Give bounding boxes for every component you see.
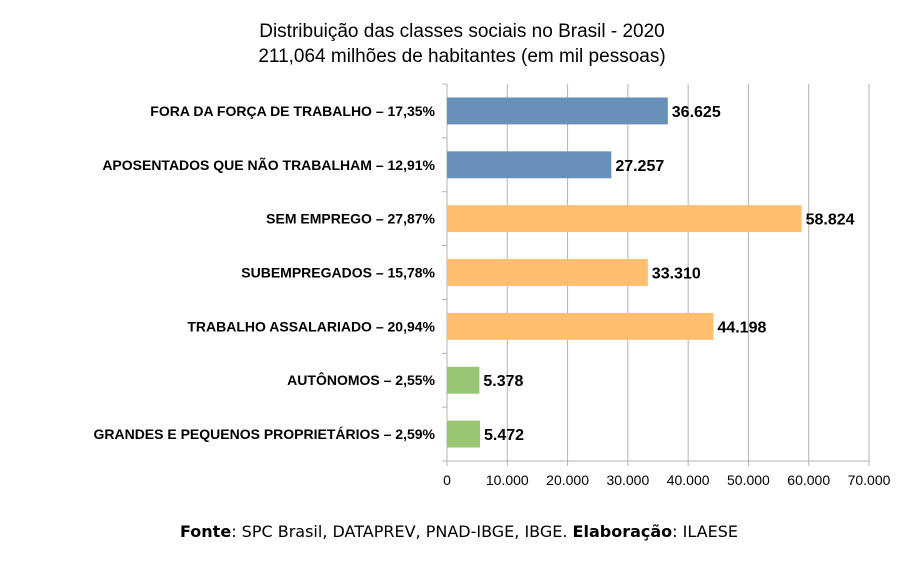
bar [447, 312, 714, 340]
bars [447, 97, 802, 448]
x-tick-label: 20.000 [546, 472, 589, 488]
category-label: SUBEMPREGADOS – 15,78% [241, 265, 435, 281]
category-label: AUTÔNOMOS – 2,55% [287, 371, 435, 388]
value-label: 36.625 [672, 104, 721, 121]
chart-subtitle: 211,064 milhões de habitantes (em mil pe… [258, 46, 665, 67]
x-tick-label: 60.000 [787, 472, 830, 488]
bar [447, 205, 802, 233]
source-elaboracao-text: : ILAESE [672, 522, 738, 541]
x-tick-label: 70.000 [848, 472, 891, 488]
value-label: 33.310 [652, 266, 701, 283]
value-label: 27.257 [615, 158, 664, 175]
category-label: TRABALHO ASSALARIADO – 20,94% [187, 318, 435, 334]
category-label: SEM EMPREGO – 27,87% [266, 211, 435, 227]
x-tick-label: 0 [443, 472, 451, 488]
value-label: 44.198 [717, 319, 766, 336]
value-label: 5.378 [483, 373, 523, 390]
bar [447, 259, 648, 286]
bar [447, 151, 612, 179]
category-label: GRANDES E PEQUENOS PROPRIETÁRIOS – 2,59% [93, 426, 435, 442]
x-tick-label: 50.000 [727, 472, 770, 488]
category-label: FORA DA FORÇA DE TRABALHO – 17,35% [150, 103, 435, 119]
value-label: 5.472 [484, 427, 524, 444]
source-note: Fonte: SPC Brasil, DATAPREV, PNAD-IBGE, … [0, 522, 918, 541]
bar [447, 420, 480, 448]
category-labels: FORA DA FORÇA DE TRABALHO – 17,35% APOSEN… [93, 103, 435, 442]
bar-chart: Distribuição das classes sociais no Bras… [93, 21, 891, 488]
value-labels: 36.625 27.257 58.824 33.310 44.198 5.378 5.472 [483, 104, 854, 444]
x-axis-ticks: 0 10.000 20.000 30.000 40.000 50.000 60.000 70.… [442, 83, 891, 488]
bar [447, 97, 668, 125]
chart-title: Distribuição das classes sociais no Bras… [259, 21, 665, 42]
gridlines [446, 84, 870, 462]
x-tick-label: 30.000 [606, 472, 649, 488]
source-fonte-text: : SPC Brasil, DATAPREV, PNAD-IBGE, IBGE. [231, 522, 573, 541]
bar [447, 366, 480, 394]
x-tick-label: 10.000 [486, 472, 529, 488]
value-label: 58.824 [806, 212, 855, 229]
source-fonte-label: Fonte [180, 522, 232, 541]
category-label: APOSENTADOS QUE NÃO TRABALHAM – 12,91% [102, 156, 435, 173]
source-elaboracao-label: Elaboração [572, 522, 673, 541]
x-tick-label: 40.000 [667, 472, 710, 488]
